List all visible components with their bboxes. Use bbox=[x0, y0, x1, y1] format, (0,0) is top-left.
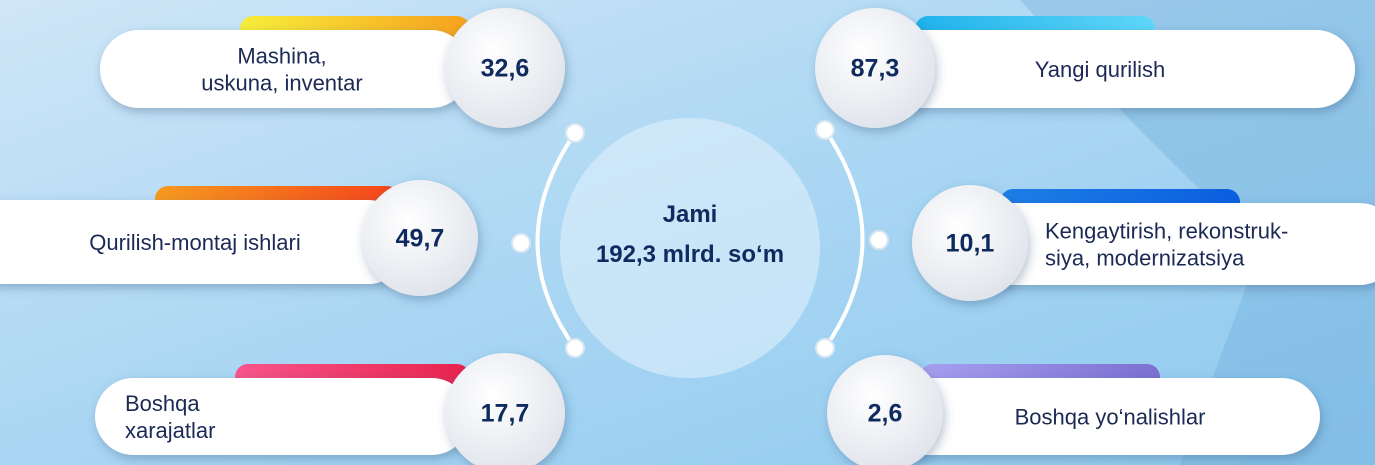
value: 10,1 bbox=[946, 230, 995, 258]
card-label: Kengaytirish, rekonstruk- bbox=[1045, 219, 1288, 244]
card bbox=[860, 30, 1355, 108]
arc bbox=[535, 131, 577, 350]
value: 17,7 bbox=[481, 400, 530, 428]
card-label: Yangi qurilish bbox=[1035, 57, 1165, 82]
value-circle bbox=[815, 8, 935, 128]
card bbox=[0, 200, 410, 284]
card-label: Qurilish-montaj ishlari bbox=[89, 230, 301, 255]
cards: Mashina,uskuna, inventar 32,6 Qurilish-mon… bbox=[0, 8, 1375, 465]
card-label: xarajatlar bbox=[125, 418, 215, 443]
value: 2,6 bbox=[868, 400, 903, 428]
arc bbox=[823, 128, 865, 350]
value-circle bbox=[362, 180, 478, 296]
value: 32,6 bbox=[481, 55, 530, 83]
card bbox=[95, 378, 470, 455]
card-label: uskuna, inventar bbox=[201, 71, 362, 96]
card bbox=[960, 203, 1375, 285]
connector-dots bbox=[511, 120, 889, 358]
value-circle bbox=[827, 355, 943, 465]
card bbox=[100, 30, 470, 108]
value-circle bbox=[445, 353, 565, 465]
center-circle bbox=[560, 118, 820, 378]
decor bbox=[1020, 0, 1375, 465]
card-label: Boshqa yo‘nalishlar bbox=[1015, 405, 1206, 430]
card-label: Mashina, bbox=[237, 44, 326, 69]
value-circle bbox=[445, 8, 565, 128]
card-label: siya, modernizatsiya bbox=[1045, 246, 1245, 271]
center-title: Jami bbox=[663, 201, 718, 228]
card bbox=[860, 378, 1320, 455]
value: 49,7 bbox=[396, 225, 445, 253]
card-label: Boshqa bbox=[125, 391, 200, 416]
value: 87,3 bbox=[851, 55, 900, 83]
center-total: 192,3 mlrd. so‘m bbox=[596, 241, 784, 268]
value-circle bbox=[912, 185, 1028, 301]
